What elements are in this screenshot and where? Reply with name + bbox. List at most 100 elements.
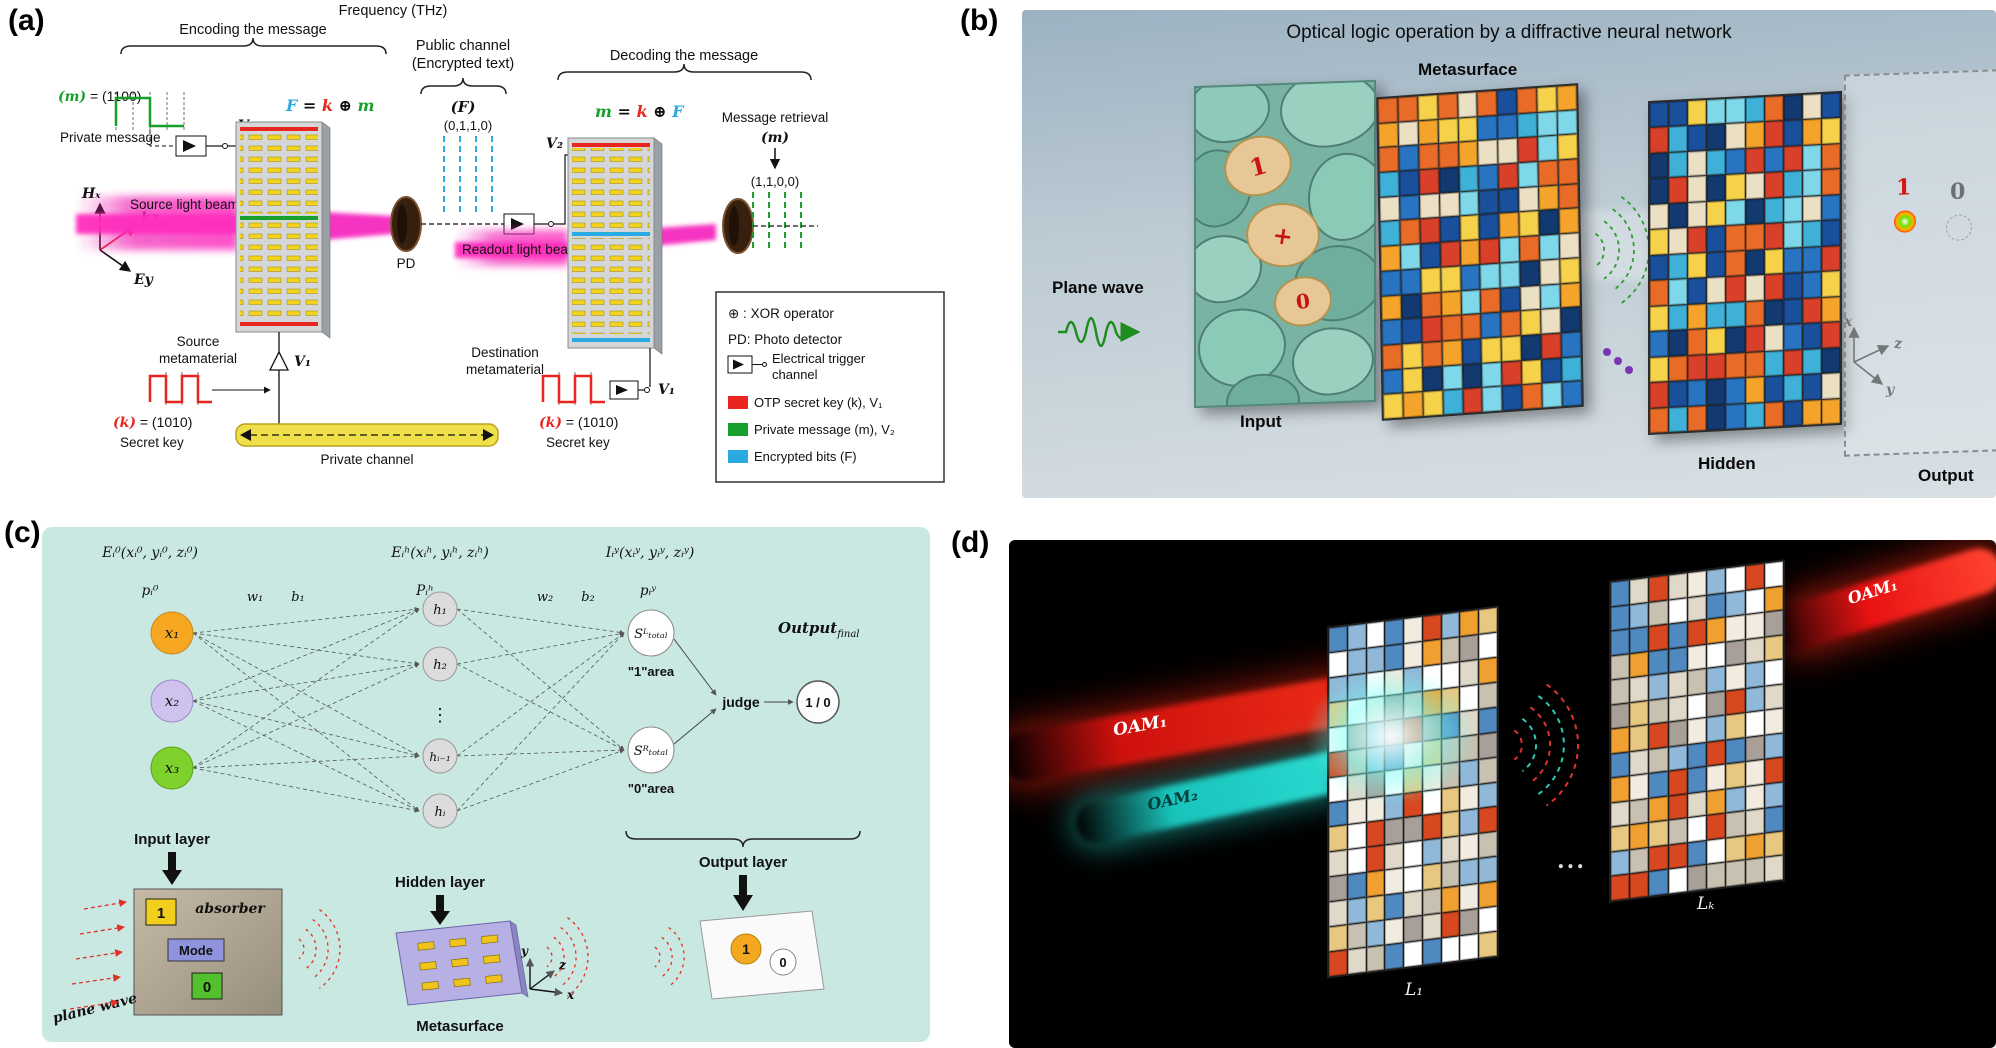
mosaic-cell [1726,225,1745,251]
mosaic-cell [1668,843,1687,869]
mosaic-cell [1381,270,1401,296]
mosaic-cell [1477,90,1498,116]
mosaic-cell [1821,347,1840,374]
mosaic-cell [1650,280,1669,306]
mosaic-cell [1821,296,1840,323]
mosaic-cell [1630,700,1649,727]
mosaic-cell [1442,364,1462,390]
mosaic-cell [1726,639,1745,666]
mosaic-cell [1669,304,1688,331]
source-beam-label: Source light beam [130,197,239,212]
mosaic-cell [1745,686,1764,713]
output-screen: 1 0 [699,910,825,1000]
mosaic-cell [1404,940,1422,968]
mosaic-cell [1726,327,1745,353]
message-waveform [114,92,185,130]
mosaic-cell [1783,95,1802,121]
mosaic-cell [1745,760,1764,786]
mosaic-cell [1422,366,1443,392]
mosaic-cell [1745,249,1764,276]
mosaic-cell [1707,740,1726,767]
mosaic-cell [1802,374,1821,400]
plane-wave-icon [1058,316,1141,348]
mosaic-cell [1745,661,1764,688]
e0-expression: Eᵢ⁰(xᵢ⁰, yᵢ⁰, zᵢ⁰) [101,545,198,561]
mosaic-cell [1538,160,1558,186]
py-label: pᵢʸ [640,583,656,599]
mosaic-cell [1422,614,1441,641]
b2-label: b₂ [581,590,595,605]
mosaic-cell [1707,813,1726,840]
mosaic-cell [1726,174,1745,200]
mosaic-cell [1611,604,1630,631]
ey-axis-label: Ey [133,272,154,288]
mosaic-cell [1649,796,1668,823]
mosaic-cell [1347,947,1366,975]
mosaic-cell [1726,811,1745,838]
mosaic-cell [1783,349,1802,376]
mosaic-cell [1539,234,1560,260]
mosaic-cell [1688,354,1707,381]
mosaic-cell [1611,580,1630,607]
mosaic-cell [1669,228,1688,254]
mosaic-cell [1764,146,1783,173]
mosaic-cell [1522,384,1542,410]
mosaic-cell [1745,97,1764,123]
mosaic-cell [1687,767,1707,793]
mosaic-cell [1459,215,1480,241]
mosaic-cell [1611,801,1630,827]
panel-d-oam-demultiplexing: OAM₁ OAM₂ OAM₁ L₁ Lₖ ... [1009,540,1996,1048]
mosaic-cell [1441,861,1460,888]
mosaic-cell [1479,732,1497,759]
mode-label: Mode [179,943,213,958]
mosaic-cell [1821,271,1840,297]
hidden-node-h2: h₂ [422,646,458,682]
mosaic-cell [1649,820,1668,847]
mosaic-cell [1726,737,1745,764]
v2-dest-label: V₂ [546,136,563,152]
panel-a-label: (a) [8,4,45,37]
mosaic-cell [1745,224,1764,250]
mosaic-cell [1422,863,1441,890]
mosaic-cell [1707,715,1726,742]
mosaic-cell [1650,382,1669,408]
mosaic-cell [1687,570,1707,597]
mosaic-cell [1558,159,1578,185]
sR-label: Sᴿₜₒₜₐₗ [634,744,669,759]
absorber-panel: 1 absorber Mode 0 [133,888,283,1016]
interlayer-wave-arcs [1513,683,1580,807]
panel-c-neural-network-schematic: Eᵢ⁰(xᵢ⁰, yᵢ⁰, zᵢ⁰) Eᵢʰ(xᵢʰ, yᵢʰ, zᵢʰ) Iᵢ… [42,527,930,1042]
input-plane: 1 + 0 [1194,79,1376,409]
mosaic-cell [1745,588,1764,615]
mosaic-cell [1481,312,1501,338]
retrieval-m: (m) [761,130,789,146]
output-zero: 0 [1950,178,1966,205]
mosaic-cell [1707,124,1726,150]
mosaic-cell [1764,782,1783,809]
tile-zero [191,972,223,1000]
mosaic-cell [1438,142,1459,168]
mosaic-cell [1441,315,1462,341]
mosaic-cell [1329,626,1347,653]
legend-swatch-green [728,423,748,436]
stone [1280,79,1376,150]
legend-pd: PD: Photo detector [728,332,843,347]
mosaic-cell [1540,283,1561,309]
mosaic-cell [1783,324,1802,350]
mosaic-cell [1764,684,1783,710]
mosaic-cell [1745,198,1764,225]
mosaic-cell [1479,782,1497,809]
mosaic-cell [1497,89,1517,115]
area1-label: "1"area [628,664,675,679]
mosaic-cell [1687,644,1707,671]
mosaic-cell [1366,920,1385,947]
mosaic-cell [1688,150,1707,177]
output-plane: 1 0 [1844,69,1996,457]
mosaic-cell [1347,898,1366,925]
mosaic-cell [1541,333,1562,359]
mosaic-cell [1440,241,1460,267]
mosaic-cell [1688,329,1707,355]
mosaic-cell [1399,170,1419,196]
mosaic-cell [1460,264,1481,290]
mosaic-cell [1479,632,1497,659]
